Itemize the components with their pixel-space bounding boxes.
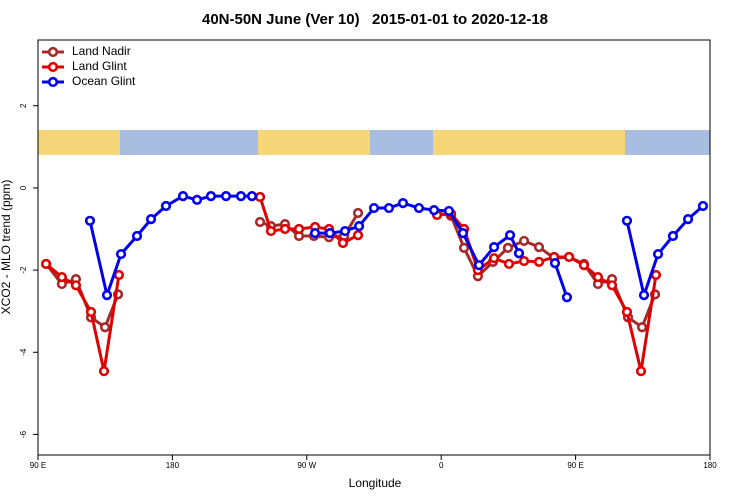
point bbox=[279, 223, 291, 235]
point bbox=[621, 215, 633, 226]
x-tick-label: 90 E bbox=[30, 461, 46, 470]
point bbox=[682, 214, 694, 225]
point bbox=[502, 242, 514, 254]
point bbox=[428, 205, 440, 216]
point bbox=[368, 202, 380, 214]
y-tick-label: -4 bbox=[19, 348, 28, 356]
legend-marker bbox=[47, 46, 59, 58]
point bbox=[115, 248, 127, 260]
point bbox=[254, 216, 266, 228]
point bbox=[265, 225, 277, 237]
point bbox=[353, 221, 365, 232]
y-axis-label: XCO2 - MLO trend (ppm) bbox=[0, 180, 13, 315]
y-tick-label: -2 bbox=[19, 266, 28, 274]
point bbox=[621, 306, 633, 318]
point bbox=[131, 230, 143, 242]
point bbox=[561, 292, 573, 303]
land-band bbox=[38, 130, 120, 155]
point bbox=[652, 248, 664, 260]
point bbox=[324, 228, 336, 239]
point bbox=[205, 191, 217, 202]
point bbox=[383, 202, 395, 214]
legend-label: Land Glint bbox=[72, 59, 127, 73]
point bbox=[177, 191, 189, 202]
point bbox=[504, 230, 516, 241]
point bbox=[70, 280, 82, 291]
point bbox=[533, 241, 545, 253]
point bbox=[592, 271, 604, 283]
point bbox=[443, 205, 455, 217]
point bbox=[160, 200, 172, 212]
x-tick-label: 90 E bbox=[567, 461, 583, 470]
point bbox=[191, 194, 203, 205]
point bbox=[518, 235, 530, 247]
point bbox=[473, 260, 485, 271]
plot-frame bbox=[37, 39, 711, 456]
x-tick-label: 180 bbox=[703, 461, 717, 470]
point bbox=[397, 198, 409, 209]
point bbox=[635, 366, 647, 377]
point bbox=[85, 306, 97, 318]
y-tick-label: 0 bbox=[19, 185, 28, 190]
point bbox=[145, 214, 157, 225]
point bbox=[56, 271, 67, 283]
x-tick-label: 180 bbox=[166, 461, 180, 470]
point bbox=[533, 256, 545, 267]
point bbox=[458, 242, 470, 254]
point bbox=[636, 322, 648, 333]
point bbox=[254, 191, 266, 203]
point bbox=[488, 241, 500, 253]
point bbox=[563, 251, 575, 263]
legend-marker bbox=[47, 76, 59, 88]
map-strip bbox=[38, 130, 710, 155]
point bbox=[578, 260, 590, 271]
point bbox=[697, 200, 709, 212]
point bbox=[457, 228, 469, 239]
x-axis-label: Longitude bbox=[349, 476, 402, 490]
point bbox=[235, 191, 247, 202]
point bbox=[220, 191, 232, 202]
point bbox=[246, 191, 258, 202]
point bbox=[339, 225, 351, 237]
x-tick-label: 0 bbox=[439, 461, 444, 470]
point bbox=[99, 322, 111, 333]
point bbox=[337, 237, 349, 249]
point bbox=[667, 230, 679, 242]
chart-title: 40N-50N June (Ver 10) 2015-01-01 to 2020… bbox=[202, 11, 548, 28]
legend-marker bbox=[47, 61, 59, 73]
point bbox=[101, 290, 113, 301]
y-tick-label: 2 bbox=[19, 103, 28, 108]
x-tick-label: 90 W bbox=[297, 461, 316, 470]
point bbox=[518, 255, 530, 267]
point bbox=[638, 290, 650, 301]
point bbox=[352, 230, 364, 241]
point bbox=[503, 258, 515, 270]
point bbox=[488, 253, 500, 264]
point bbox=[352, 207, 364, 219]
legend-label: Ocean Glint bbox=[72, 74, 136, 88]
point bbox=[40, 258, 52, 270]
land-band bbox=[433, 130, 625, 155]
point bbox=[98, 366, 110, 377]
legend-label: Land Nadir bbox=[72, 44, 131, 58]
point bbox=[606, 280, 618, 291]
point bbox=[309, 228, 321, 239]
point bbox=[84, 215, 96, 226]
land-band bbox=[258, 130, 370, 155]
point bbox=[413, 202, 425, 214]
point bbox=[549, 258, 561, 269]
y-tick-label: -6 bbox=[19, 430, 28, 438]
point bbox=[513, 248, 525, 259]
point bbox=[293, 223, 305, 235]
